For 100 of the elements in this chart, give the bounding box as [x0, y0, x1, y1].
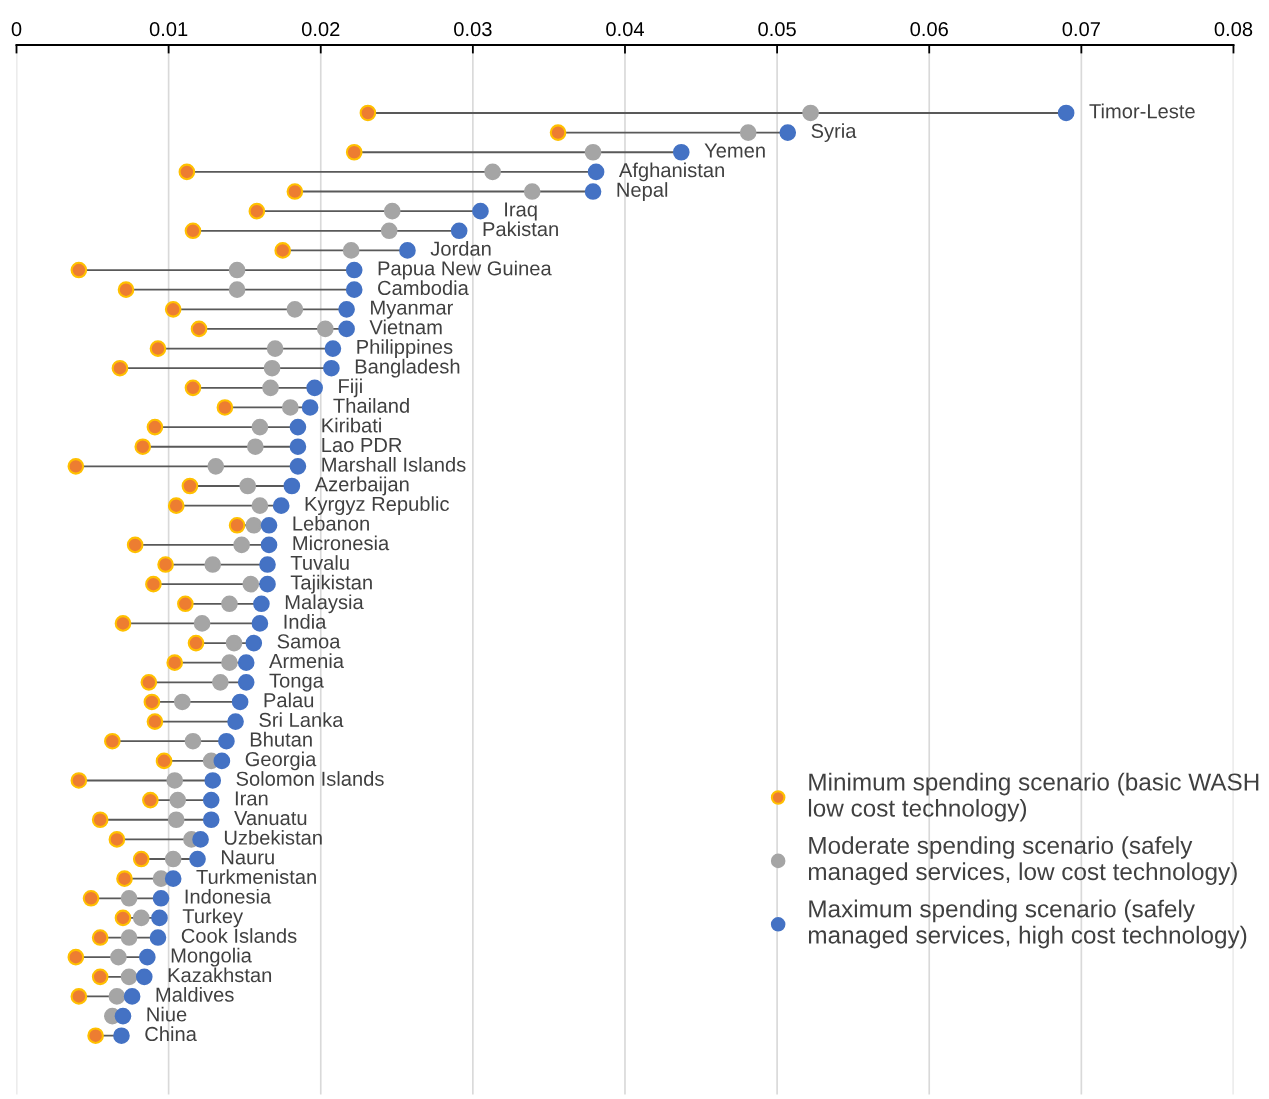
point	[251, 497, 269, 514]
point	[120, 968, 138, 986]
point	[228, 281, 246, 298]
point	[345, 261, 363, 279]
point	[549, 124, 567, 141]
point	[67, 948, 85, 966]
y-tick-label: Nepal	[617, 182, 668, 201]
point	[189, 850, 206, 868]
point	[132, 850, 150, 868]
x-tick-label: 0.08	[1214, 21, 1253, 37]
point	[164, 870, 182, 887]
point	[202, 791, 220, 809]
y-tick-label: Syria	[811, 123, 857, 143]
point	[221, 595, 238, 613]
y-tick-label: Indonesia	[185, 888, 272, 904]
point	[289, 438, 307, 456]
y-tick-label: Iran	[235, 791, 268, 806]
point	[177, 595, 194, 613]
point	[140, 674, 158, 691]
point	[342, 242, 360, 259]
point	[149, 340, 167, 357]
legend-label: Moderate spending scenario (safely managed services, low cost technology)	[808, 836, 1237, 886]
point	[274, 242, 292, 259]
point	[245, 516, 263, 534]
point	[164, 850, 182, 868]
point	[204, 556, 222, 573]
point	[584, 143, 602, 161]
point	[207, 458, 225, 475]
point	[192, 831, 209, 848]
y-tick-label: Thailand	[333, 398, 409, 413]
point	[248, 202, 266, 220]
point	[283, 477, 301, 495]
point	[286, 183, 304, 200]
y-tick-label: Vietnam	[369, 319, 442, 335]
point	[193, 615, 211, 632]
y-tick-label: Lebanon	[293, 515, 369, 531]
point	[245, 634, 263, 652]
point	[157, 556, 174, 573]
y-tick-label: Cambodia	[378, 280, 469, 296]
point	[266, 340, 284, 357]
point	[166, 772, 184, 789]
point	[242, 575, 260, 593]
x-tick-label: 0.01	[149, 21, 188, 37]
y-tick-label: Malaysia	[285, 594, 364, 614]
point	[281, 399, 299, 416]
y-tick-label: Sri Lanka	[259, 712, 344, 727]
point	[184, 379, 202, 397]
point	[70, 988, 88, 1005]
y-tick-label: Solomon Islands	[236, 771, 384, 786]
point	[149, 929, 167, 946]
point	[323, 359, 340, 377]
y-tick-label: Philippines	[357, 339, 453, 358]
legend-label: Minimum spending scenario (basic WASH low cost technology)	[808, 772, 1259, 822]
point	[146, 418, 164, 436]
point	[359, 104, 377, 122]
point	[212, 674, 229, 691]
point	[237, 674, 255, 691]
point	[239, 477, 257, 495]
y-tick-label: Papua New Guinea	[378, 260, 552, 280]
y-tick-label: Kazakhstan	[168, 967, 272, 983]
point	[216, 399, 234, 416]
y-tick-label: Mongolia	[171, 947, 252, 967]
point	[338, 320, 355, 338]
point	[324, 340, 342, 357]
point	[114, 615, 132, 632]
point	[67, 458, 85, 475]
y-tick-label: Iraq	[505, 202, 537, 221]
y-tick-label: Myanmar	[371, 300, 454, 319]
point	[450, 222, 468, 240]
point	[213, 752, 231, 770]
y-tick-label: Afghanistan	[618, 162, 724, 182]
y-tick-label: Armenia	[269, 653, 345, 669]
point	[145, 575, 162, 593]
y-tick-label: Lao PDR	[322, 438, 402, 453]
point	[380, 222, 398, 240]
point	[584, 183, 602, 200]
point	[155, 752, 173, 770]
point	[132, 909, 150, 927]
point	[120, 889, 138, 907]
point	[227, 713, 244, 730]
y-tick-label: Vanuatu	[234, 811, 307, 826]
point	[113, 1027, 130, 1045]
point	[587, 163, 605, 181]
y-tick-label: Nauru	[221, 850, 274, 865]
point	[316, 320, 334, 338]
point	[399, 242, 416, 259]
point	[259, 575, 276, 593]
point	[289, 418, 307, 436]
point	[114, 1007, 132, 1025]
point	[91, 968, 109, 986]
point	[383, 202, 401, 220]
point	[164, 300, 182, 318]
point	[523, 183, 541, 200]
point	[306, 379, 323, 397]
y-tick-label: Yemen	[704, 143, 765, 158]
point	[286, 300, 304, 318]
y-tick-label: Kiribati	[322, 417, 381, 433]
point	[237, 654, 255, 672]
y-tick-label: Tuvalu	[290, 555, 349, 570]
y-tick-label: Samoa	[277, 634, 341, 649]
